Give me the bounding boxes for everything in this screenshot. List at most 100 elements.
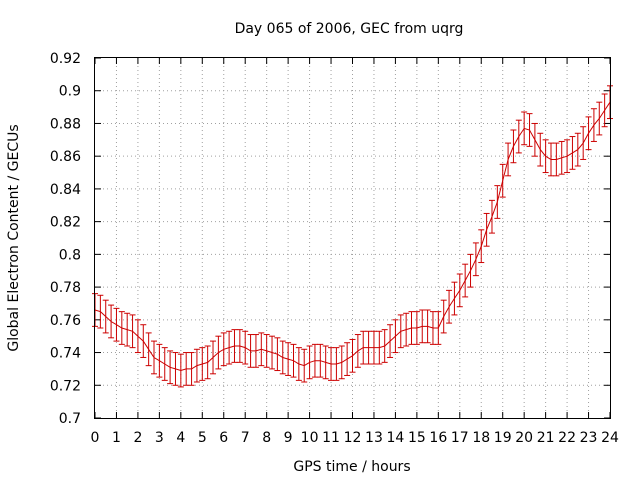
- y-tick-label: 0.7: [59, 411, 81, 427]
- y-tick-label: 0.8: [59, 247, 81, 263]
- error-bar: [429, 311, 436, 345]
- error-bar: [365, 330, 372, 365]
- error-bar: [317, 343, 324, 378]
- error-bar: [167, 350, 174, 385]
- x-tick-label: 17: [451, 430, 469, 446]
- x-tick-label: 13: [365, 430, 383, 446]
- error-bar: [322, 345, 329, 380]
- y-tick-label: 0.86: [50, 149, 81, 165]
- plot-frame: [94, 57, 611, 419]
- error-bar: [354, 334, 361, 368]
- y-tick-label: 0.78: [50, 280, 81, 296]
- x-tick-label: 4: [176, 430, 185, 446]
- error-bar: [269, 335, 276, 370]
- error-bar: [306, 345, 313, 380]
- error-bar: [328, 347, 335, 381]
- error-bar: [580, 126, 587, 160]
- error-bar: [220, 332, 227, 367]
- error-bar: [102, 299, 109, 334]
- error-bar: [279, 340, 286, 375]
- error-bar: [478, 229, 485, 264]
- error-bar: [408, 311, 415, 345]
- y-tick-label: 0.84: [50, 182, 81, 198]
- error-bar: [226, 330, 233, 365]
- error-bar: [397, 314, 404, 349]
- chart-title: Day 065 of 2006, GEC from uqrg: [235, 21, 464, 37]
- x-tick-label: 18: [472, 430, 490, 446]
- x-tick-label: 2: [133, 430, 142, 446]
- x-tick-label: 22: [558, 430, 576, 446]
- error-bar: [585, 116, 592, 151]
- x-tick-label: 24: [601, 430, 619, 446]
- error-bar: [499, 163, 506, 198]
- y-tick-label: 0.82: [50, 215, 81, 231]
- error-bar: [188, 352, 195, 386]
- error-bar: [419, 309, 426, 344]
- x-tick-label: 12: [344, 430, 362, 446]
- error-bar: [440, 299, 447, 334]
- error-bar: [124, 312, 131, 347]
- x-tick-label: 8: [262, 430, 271, 446]
- error-bar: [113, 307, 120, 342]
- error-bar: [156, 343, 163, 378]
- x-tick-label: 7: [241, 430, 250, 446]
- error-bar: [590, 108, 597, 142]
- error-bar: [333, 347, 340, 381]
- error-bar: [381, 329, 388, 363]
- x-tick-label: 1: [112, 430, 121, 446]
- error-bar: [510, 129, 517, 164]
- error-bar: [247, 334, 254, 368]
- error-bar: [526, 113, 533, 147]
- error-bar: [274, 337, 281, 372]
- error-bar: [295, 347, 302, 381]
- error-bar: [542, 139, 549, 174]
- error-bar: [467, 253, 474, 288]
- error-bar: [338, 345, 345, 380]
- error-bar: [263, 334, 270, 368]
- y-tick-label: 0.92: [50, 51, 81, 67]
- error-bar: [387, 324, 394, 358]
- x-tick-label: 20: [515, 430, 533, 446]
- error-bar: [108, 304, 115, 339]
- y-tick-label: 0.88: [50, 116, 81, 132]
- x-tick-label: 14: [387, 430, 405, 446]
- error-bar: [515, 119, 522, 154]
- error-bar: [177, 353, 184, 388]
- error-bar: [596, 101, 603, 136]
- error-bar: [472, 242, 479, 277]
- error-bar: [521, 111, 528, 146]
- error-bar: [140, 324, 147, 358]
- error-bar: [344, 342, 351, 376]
- error-bar: [483, 212, 490, 247]
- error-bar: [145, 332, 152, 367]
- error-bar: [488, 199, 495, 234]
- y-tick-label: 0.72: [50, 378, 81, 394]
- x-tick-label: 23: [580, 430, 598, 446]
- error-bar: [161, 347, 168, 381]
- error-bar: [505, 142, 512, 177]
- x-tick-label: 15: [408, 430, 426, 446]
- x-tick-label: 19: [494, 430, 512, 446]
- error-bar: [456, 273, 463, 308]
- error-bar: [301, 348, 308, 383]
- x-axis-label: GPS time / hours: [293, 459, 410, 475]
- error-bar: [537, 132, 544, 167]
- error-bar: [370, 330, 377, 365]
- x-tick-label: 0: [91, 430, 100, 446]
- error-bar: [285, 342, 292, 376]
- error-bar: [129, 314, 136, 349]
- error-bar: [252, 334, 259, 368]
- error-bar: [558, 140, 565, 175]
- error-bar: [236, 329, 243, 363]
- error-bar: [435, 311, 442, 345]
- error-bar: [424, 309, 431, 344]
- error-bar: [574, 132, 581, 167]
- error-bar: [392, 319, 399, 354]
- x-tick-label: 21: [537, 430, 555, 446]
- error-bar: [446, 289, 453, 324]
- error-bar: [462, 263, 469, 298]
- error-bar: [290, 343, 297, 378]
- y-tick-label: 0.9: [59, 84, 81, 100]
- error-bar: [97, 294, 104, 329]
